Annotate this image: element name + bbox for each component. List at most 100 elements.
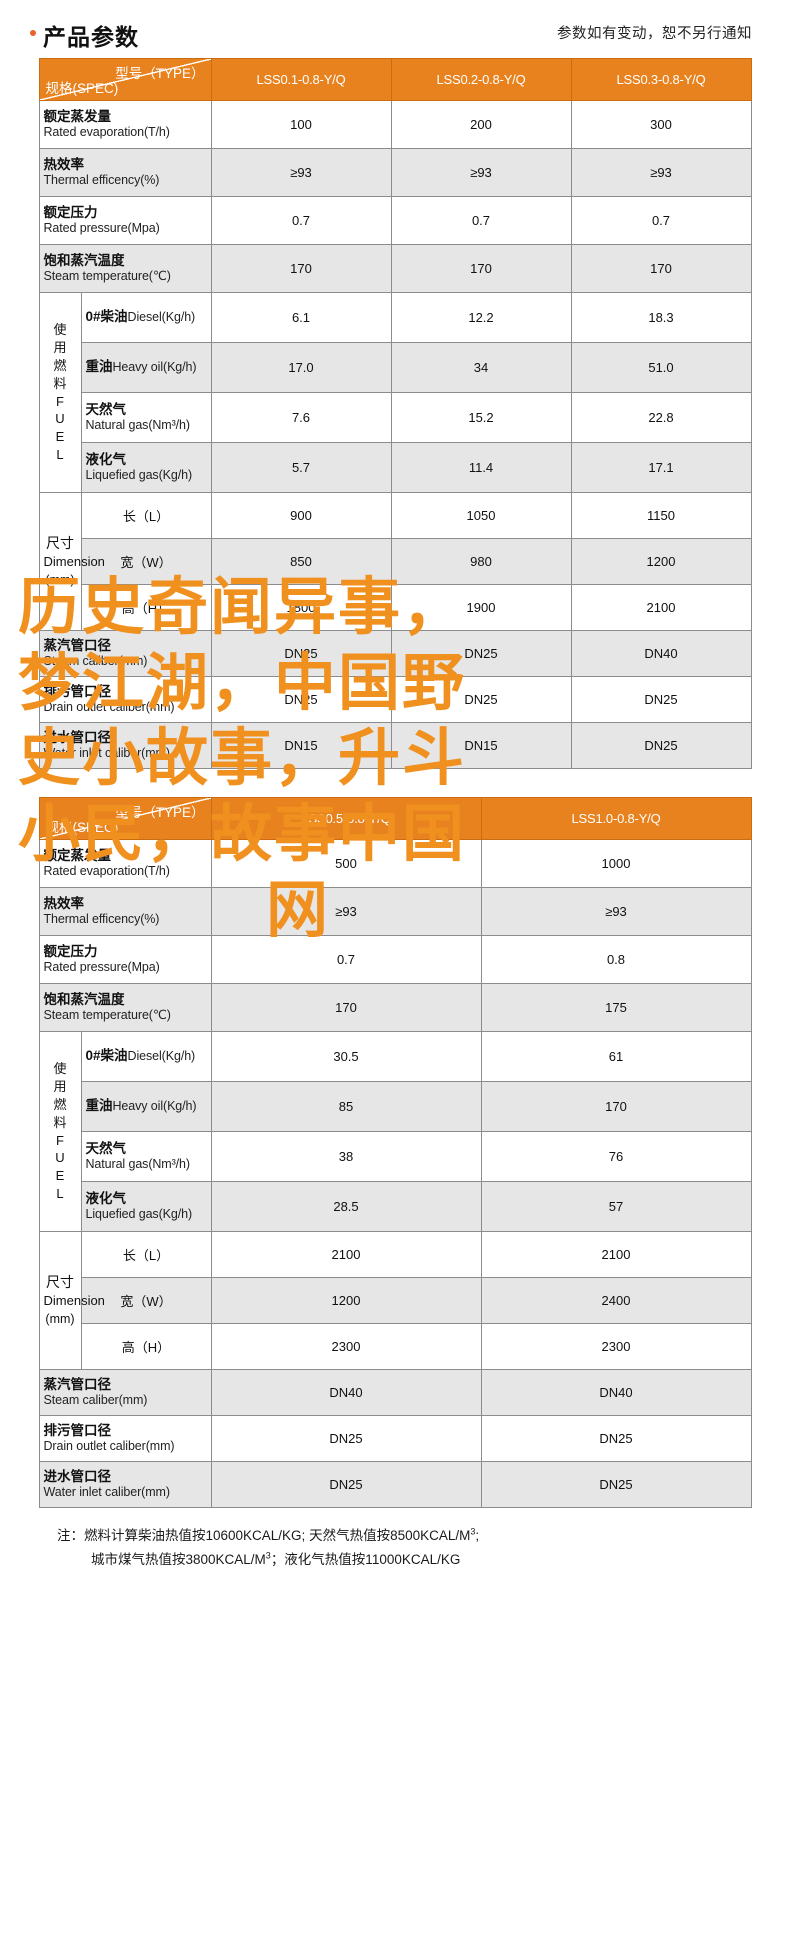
label-cn: 饱和蒸汽温度 bbox=[43, 252, 125, 268]
label-en: Drain outlet caliber(mm) bbox=[43, 1439, 175, 1454]
table-row: 饱和蒸汽温度 Steam temperature(℃) 170 175 bbox=[38, 983, 752, 1032]
cell-value: 2100 bbox=[210, 1231, 482, 1278]
cell-value: DN40 bbox=[480, 1369, 752, 1416]
rail-dim-en: Dimension bbox=[43, 1293, 105, 1309]
rail-dim-en: Dimension bbox=[43, 554, 105, 570]
cell-value: DN25 bbox=[480, 1461, 752, 1508]
cell-value: 1900 bbox=[390, 584, 572, 631]
label-en: Liquefied gas(Kg/h) bbox=[85, 468, 193, 483]
row-label-gas: 天然气 Natural gas(Nm³/h) bbox=[80, 1131, 212, 1182]
label-en: Drain outlet caliber(mm) bbox=[43, 700, 175, 715]
row-label-width: 宽（W） bbox=[80, 538, 212, 585]
cell-value: 85 bbox=[210, 1081, 482, 1132]
table-header-row: 型号（TYPE） 规格(SPEC) LSS0.1-0.8-Y/Q LSS0.2-… bbox=[38, 58, 752, 101]
table-row: 排污管口径 Drain outlet caliber(mm) DN25 DN25… bbox=[38, 676, 752, 723]
dimension-rail-label: 尺寸 Dimension (mm) bbox=[38, 1231, 105, 1370]
label-en: Diesel(Kg/h) bbox=[127, 310, 196, 325]
cell-value: 100 bbox=[210, 100, 392, 149]
cell-value: 0.7 bbox=[210, 196, 392, 245]
footnote-line2-a: 城市煤气热值按3800KCAL/M bbox=[91, 1551, 266, 1567]
label-en: Heavy oil(Kg/h) bbox=[112, 1099, 197, 1114]
table-row: 天然气 Natural gas(Nm³/h) 38 76 bbox=[39, 1131, 752, 1182]
table-row: 蒸汽管口径 Steam caliber(mm) DN40 DN40 bbox=[38, 1369, 752, 1416]
diagonal-divider-icon bbox=[40, 59, 210, 100]
label-cn: 额定蒸发量 bbox=[43, 847, 112, 863]
cell-value: 2100 bbox=[480, 1231, 752, 1278]
corner-header-cell: 型号（TYPE） 规格(SPEC) bbox=[38, 797, 212, 840]
rail-char: 使 bbox=[53, 1060, 67, 1076]
cell-value: 850 bbox=[210, 538, 392, 585]
cell-value: 0.7 bbox=[210, 935, 482, 984]
footnote: 注：燃料计算柴油热值按10600KCAL/KG; 天然气热值按8500KCAL/… bbox=[39, 1524, 751, 1571]
rail-char: 使 bbox=[53, 321, 67, 337]
rail-dim-cn: 尺寸 bbox=[46, 535, 74, 552]
cell-value: 1200 bbox=[570, 538, 752, 585]
rail-char: L bbox=[56, 447, 64, 463]
cell-value: 34 bbox=[390, 342, 572, 393]
cell-value: 61 bbox=[480, 1031, 752, 1082]
row-label-evaporation: 额定蒸发量 Rated evaporation(T/h) bbox=[38, 839, 212, 888]
label-en: Steam caliber(mm) bbox=[43, 654, 148, 669]
label-cn: 0#柴油 bbox=[85, 1048, 128, 1064]
table-row: 热效率 Thermal efficency(%) ≥93 ≥93 bbox=[38, 887, 752, 936]
label-cn: 0#柴油 bbox=[85, 309, 128, 325]
cell-value: 170 bbox=[570, 244, 752, 293]
page-title-wrap: 产品参数 bbox=[30, 18, 139, 52]
row-label-water-caliber: 进水管口径 Water inlet caliber(mm) bbox=[38, 722, 212, 769]
rail-char: 料 bbox=[53, 375, 67, 391]
table-row: 排污管口径 Drain outlet caliber(mm) DN25 DN25 bbox=[38, 1415, 752, 1462]
row-label-diesel: 0#柴油Diesel(Kg/h) bbox=[80, 292, 212, 343]
cell-value: DN25 bbox=[210, 630, 392, 677]
rail-dim-unit: (mm) bbox=[45, 1311, 75, 1326]
header-note: 参数如有变动，恕不另行通知 bbox=[557, 26, 752, 42]
table-row: 进水管口径 Water inlet caliber(mm) DN25 DN25 bbox=[38, 1461, 752, 1508]
label-cn: 排污管口径 bbox=[43, 683, 112, 699]
cell-value: 0.7 bbox=[570, 196, 752, 245]
cell-value: 170 bbox=[210, 983, 482, 1032]
label-cn: 热效率 bbox=[43, 895, 85, 911]
cell-value: 30.5 bbox=[210, 1031, 482, 1082]
model-header-1: LSS0.1-0.8-Y/Q bbox=[210, 58, 392, 101]
cell-value: ≥93 bbox=[210, 887, 482, 936]
cell-value: DN25 bbox=[210, 1461, 482, 1508]
row-label-pressure: 额定压力 Rated pressure(Mpa) bbox=[38, 196, 212, 245]
row-label-lpg: 液化气 Liquefied gas(Kg/h) bbox=[80, 442, 212, 493]
table-row: 高（H） 1800 1900 2100 bbox=[39, 584, 752, 631]
cell-value: 2300 bbox=[480, 1323, 752, 1370]
cell-value: 6.1 bbox=[210, 292, 392, 343]
table-row: 额定压力 Rated pressure(Mpa) 0.7 0.8 bbox=[38, 935, 752, 984]
cell-value: 38 bbox=[210, 1131, 482, 1182]
label-en: Thermal efficency(%) bbox=[43, 912, 160, 927]
cell-value: 980 bbox=[390, 538, 572, 585]
cell-value: 2100 bbox=[570, 584, 752, 631]
cell-value: ≥93 bbox=[570, 148, 752, 197]
footnote-line2: 城市煤气热值按3800KCAL/M3；液化气热值按11000KCAL/KG bbox=[57, 1548, 751, 1572]
row-label-efficiency: 热效率 Thermal efficency(%) bbox=[38, 887, 212, 936]
cell-value: 28.5 bbox=[210, 1181, 482, 1232]
diagonal-divider-icon bbox=[40, 798, 210, 839]
cell-value: 1200 bbox=[210, 1277, 482, 1324]
label-cn: 液化气 bbox=[85, 1190, 127, 1206]
label-en: Thermal efficency(%) bbox=[43, 173, 160, 188]
cell-value: 170 bbox=[210, 244, 392, 293]
rail-char: 料 bbox=[53, 1114, 67, 1130]
row-label-efficiency: 热效率 Thermal efficency(%) bbox=[38, 148, 212, 197]
label-en: Steam temperature(℃) bbox=[43, 269, 171, 284]
row-label-pressure: 额定压力 Rated pressure(Mpa) bbox=[38, 935, 212, 984]
cell-value: DN25 bbox=[390, 676, 572, 723]
spec-table-1: 型号（TYPE） 规格(SPEC) LSS0.1-0.8-Y/Q LSS0.2-… bbox=[38, 58, 752, 769]
table-row: 液化气 Liquefied gas(Kg/h) 28.5 57 bbox=[39, 1181, 752, 1232]
cell-value: 200 bbox=[390, 100, 572, 149]
row-label-width: 宽（W） bbox=[80, 1277, 212, 1324]
label-en: Natural gas(Nm³/h) bbox=[85, 1157, 191, 1172]
row-label-height: 高（H） bbox=[80, 1323, 212, 1370]
row-label-gas: 天然气 Natural gas(Nm³/h) bbox=[80, 392, 212, 443]
cell-value: 51.0 bbox=[570, 342, 752, 393]
row-label-heavyoil: 重油Heavy oil(Kg/h) bbox=[80, 1081, 212, 1132]
cell-value: 900 bbox=[210, 492, 392, 539]
cell-value: 1050 bbox=[390, 492, 572, 539]
label-cn: 蒸汽管口径 bbox=[43, 1376, 112, 1392]
cell-value: 7.6 bbox=[210, 392, 392, 443]
cell-value: 2400 bbox=[480, 1277, 752, 1324]
label-en: Steam temperature(℃) bbox=[43, 1008, 171, 1023]
